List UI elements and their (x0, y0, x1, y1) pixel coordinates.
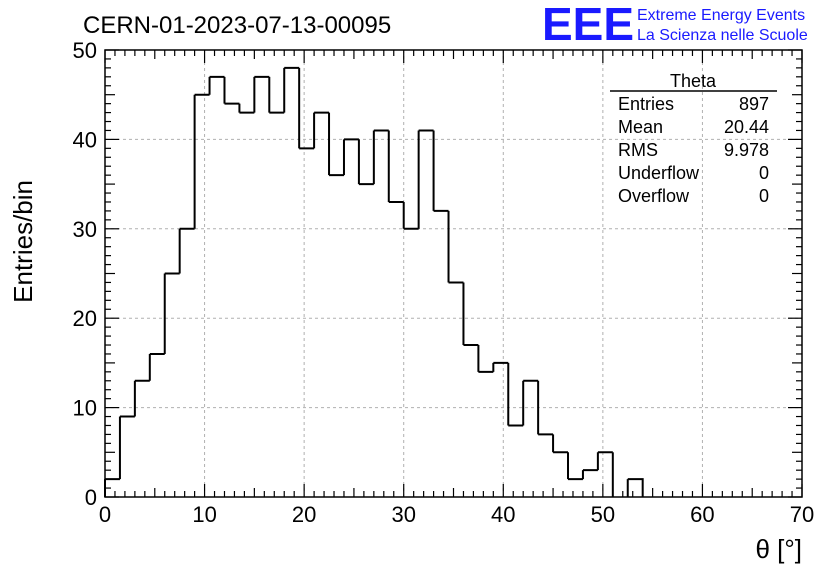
histogram-bin-2 (133, 379, 150, 417)
stats-label-mean: Mean (618, 117, 663, 137)
stats-label-overflow: Overflow (618, 186, 690, 206)
x-tick-label-0: 0 (99, 502, 111, 527)
histogram-bin-13 (298, 67, 315, 150)
histogram-bin-18 (372, 129, 389, 185)
histogram-bin-26 (492, 361, 509, 372)
x-tick-label-2: 20 (292, 502, 316, 527)
stats-label-entries: Entries (618, 94, 674, 114)
stats-label-rms: RMS (618, 140, 658, 160)
histogram-series (104, 66, 644, 497)
logo-mark: EEE (542, 0, 634, 50)
y-tick-label-0: 0 (85, 485, 97, 510)
stats-value-rms: 9.978 (724, 140, 769, 160)
stats-label-underflow: Underflow (618, 163, 700, 183)
y-tick-labels: 0 10 20 30 40 50 (73, 38, 97, 510)
stats-box: Theta Entries 897 Mean 20.44 RMS 9.978 Underfl… (610, 71, 777, 206)
x-axis-label: θ [°] (755, 534, 802, 564)
histogram-bin-15 (328, 112, 344, 177)
histogram-bin-28 (522, 379, 539, 426)
x-tick-label-6: 60 (690, 502, 714, 527)
y-tick-label-2: 20 (73, 306, 97, 331)
y-tick-label-4: 40 (73, 127, 97, 152)
histogram-bin-29 (537, 380, 554, 436)
eee-logo: EEE Extreme Energy Events La Scienza nel… (542, 0, 808, 50)
histogram-bin-10 (253, 75, 270, 113)
x-tick-labels: 0 10 20 30 40 50 60 70 (99, 502, 814, 527)
stats-value-entries: 897 (739, 94, 769, 114)
histogram-bin-8 (223, 76, 240, 105)
histogram-bin-24 (462, 282, 479, 347)
axis-ticks (104, 49, 803, 498)
logo-line-1: Extreme Energy Events (637, 7, 805, 24)
x-tick-label-3: 30 (391, 502, 415, 527)
x-tick-label-7: 70 (790, 502, 814, 527)
y-tick-label-5: 50 (73, 38, 97, 63)
histogram-bin-27 (507, 362, 524, 427)
histogram-bin-19 (387, 130, 404, 203)
y-tick-label-3: 30 (73, 217, 97, 242)
chart-title: CERN-01-2023-07-13-00095 (83, 12, 391, 39)
histogram-bin-22 (432, 130, 449, 212)
logo-line-2: La Scienza nelle Scuole (637, 27, 808, 44)
histogram-bin-25 (477, 345, 494, 373)
stats-value-mean: 20.44 (724, 117, 769, 137)
histogram-bin-6 (193, 93, 210, 229)
histogram-bin-5 (178, 227, 195, 274)
histogram-bin-16 (342, 138, 359, 176)
stats-value-underflow: 0 (759, 163, 769, 183)
histogram-bin-31 (567, 452, 583, 481)
histogram-bin-12 (283, 66, 300, 113)
y-axis-label: Entries/bin (8, 180, 38, 303)
y-tick-label-1: 10 (73, 396, 97, 421)
histogram-bin-30 (552, 434, 569, 454)
grid-lines (105, 50, 802, 497)
stats-title: Theta (670, 71, 717, 91)
histogram-bin-9 (238, 103, 255, 114)
histogram-bin-14 (313, 111, 330, 149)
stats-rows: Entries 897 Mean 20.44 RMS 9.978 Underflow 0 Ove… (618, 94, 769, 206)
histogram-bin-32 (581, 469, 598, 480)
histogram-bin-17 (357, 139, 374, 186)
x-tick-label-5: 50 (591, 502, 615, 527)
histogram-bin-33 (596, 451, 613, 471)
histogram-bin-11 (268, 76, 285, 114)
histogram-bin-21 (417, 129, 434, 229)
histogram-bin-7 (208, 75, 225, 95)
x-tick-label-4: 40 (491, 502, 515, 527)
histogram-bin-3 (148, 352, 165, 381)
stats-value-overflow: 0 (759, 186, 769, 206)
histogram-bin-23 (447, 210, 464, 284)
histogram-bin-1 (118, 415, 135, 480)
histogram-bin-20 (402, 201, 419, 230)
histogram-bin-4 (163, 272, 180, 354)
x-tick-label-1: 10 (192, 502, 216, 527)
